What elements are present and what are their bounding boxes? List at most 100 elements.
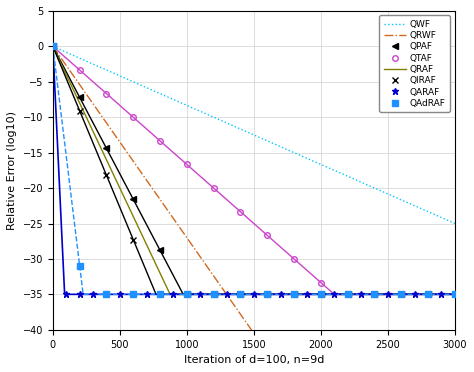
QPAF: [291, 292, 297, 296]
QPAF: [264, 292, 270, 296]
QRAF: [452, 292, 458, 296]
QIRAF: [452, 292, 458, 296]
QPAF: [398, 292, 404, 296]
X-axis label: Iteration of d=100, n=9d: Iteration of d=100, n=9d: [183, 355, 324, 365]
QARAF: [90, 292, 96, 296]
QARAF: [452, 292, 458, 296]
QPAF: [104, 146, 109, 151]
QARAF: [64, 292, 69, 296]
QWF: [50, 44, 55, 49]
QARAF: [50, 44, 55, 49]
QRWF: [243, 320, 249, 324]
QARAF: [117, 292, 123, 296]
QRAF: [50, 44, 55, 49]
QPAF: [372, 292, 377, 296]
QTAF: [104, 92, 109, 96]
QARAF: [211, 292, 217, 296]
QTAF: [372, 292, 377, 296]
QARAF: [251, 292, 256, 296]
Legend: QWF, QRWF, QPAF, QTAF, QRAF, QIRAF, QARAF, QAdRAF: QWF, QRWF, QPAF, QTAF, QRAF, QIRAF, QARA…: [379, 16, 450, 112]
QPAF: [211, 292, 217, 296]
QTAF: [452, 292, 458, 296]
QPAF: [345, 292, 350, 296]
QTAF: [291, 257, 297, 261]
QTAF: [345, 292, 350, 296]
QARAF: [291, 292, 297, 296]
QTAF: [237, 209, 243, 214]
QRAF: [434, 292, 439, 296]
QIRAF: [372, 292, 377, 296]
QPAF: [318, 292, 324, 296]
QRAF: [167, 292, 173, 296]
QPAF: [77, 95, 82, 100]
QARAF: [372, 292, 377, 296]
QRWF: [210, 273, 216, 277]
QARAF: [398, 292, 404, 296]
QAdRAF: [264, 292, 270, 296]
QRWF: [183, 234, 189, 239]
Line: QPAF: QPAF: [50, 44, 457, 297]
QIRAF: [237, 292, 243, 296]
QTAF: [398, 292, 404, 296]
QIRAF: [104, 173, 109, 177]
QAdRAF: [77, 264, 82, 268]
QTAF: [264, 233, 270, 238]
QRAF: [294, 292, 300, 296]
QARAF: [345, 292, 350, 296]
QARAF: [144, 292, 149, 296]
QIRAF: [425, 292, 431, 296]
QAdRAF: [398, 292, 404, 296]
Line: QRAF: QRAF: [53, 46, 455, 294]
QARAF: [331, 292, 337, 296]
QTAF: [184, 162, 190, 167]
QIRAF: [130, 238, 136, 242]
QRWF: [130, 158, 136, 163]
QARAF: [385, 292, 391, 296]
QARAF: [412, 292, 418, 296]
QPAF: [184, 292, 190, 296]
Line: QIRAF: QIRAF: [49, 43, 458, 298]
QIRAF: [77, 109, 82, 113]
QTAF: [211, 186, 217, 190]
QRWF: [50, 44, 55, 49]
QARAF: [77, 292, 82, 296]
QTAF: [50, 44, 55, 49]
QRAF: [243, 292, 249, 296]
QIRAF: [184, 292, 190, 296]
QARAF: [278, 292, 283, 296]
QWF: [294, 151, 300, 156]
QRAF: [183, 292, 189, 296]
QARAF: [305, 292, 310, 296]
QWF: [130, 80, 136, 84]
QPAF: [50, 44, 55, 49]
QPAF: [237, 292, 243, 296]
QWF: [243, 129, 249, 134]
QAdRAF: [345, 292, 350, 296]
Line: QARAF: QARAF: [49, 43, 458, 298]
QIRAF: [50, 44, 55, 49]
QARAF: [130, 292, 136, 296]
QWF: [434, 213, 439, 218]
QAdRAF: [318, 292, 324, 296]
QWF: [210, 115, 216, 119]
QAdRAF: [291, 292, 297, 296]
QIRAF: [291, 292, 297, 296]
QIRAF: [398, 292, 404, 296]
QARAF: [104, 292, 109, 296]
QRAF: [210, 292, 216, 296]
QPAF: [452, 292, 458, 296]
QIRAF: [211, 292, 217, 296]
QIRAF: [345, 292, 350, 296]
Line: QAdRAF: QAdRAF: [50, 44, 457, 297]
QAdRAF: [157, 292, 163, 296]
Line: QTAF: QTAF: [50, 44, 457, 297]
QTAF: [130, 115, 136, 119]
QARAF: [438, 292, 444, 296]
QARAF: [184, 292, 190, 296]
QAdRAF: [452, 292, 458, 296]
QAdRAF: [237, 292, 243, 296]
QAdRAF: [104, 292, 109, 296]
QIRAF: [264, 292, 270, 296]
Y-axis label: Relative Error (log10): Relative Error (log10): [7, 111, 17, 230]
QAdRAF: [130, 292, 136, 296]
